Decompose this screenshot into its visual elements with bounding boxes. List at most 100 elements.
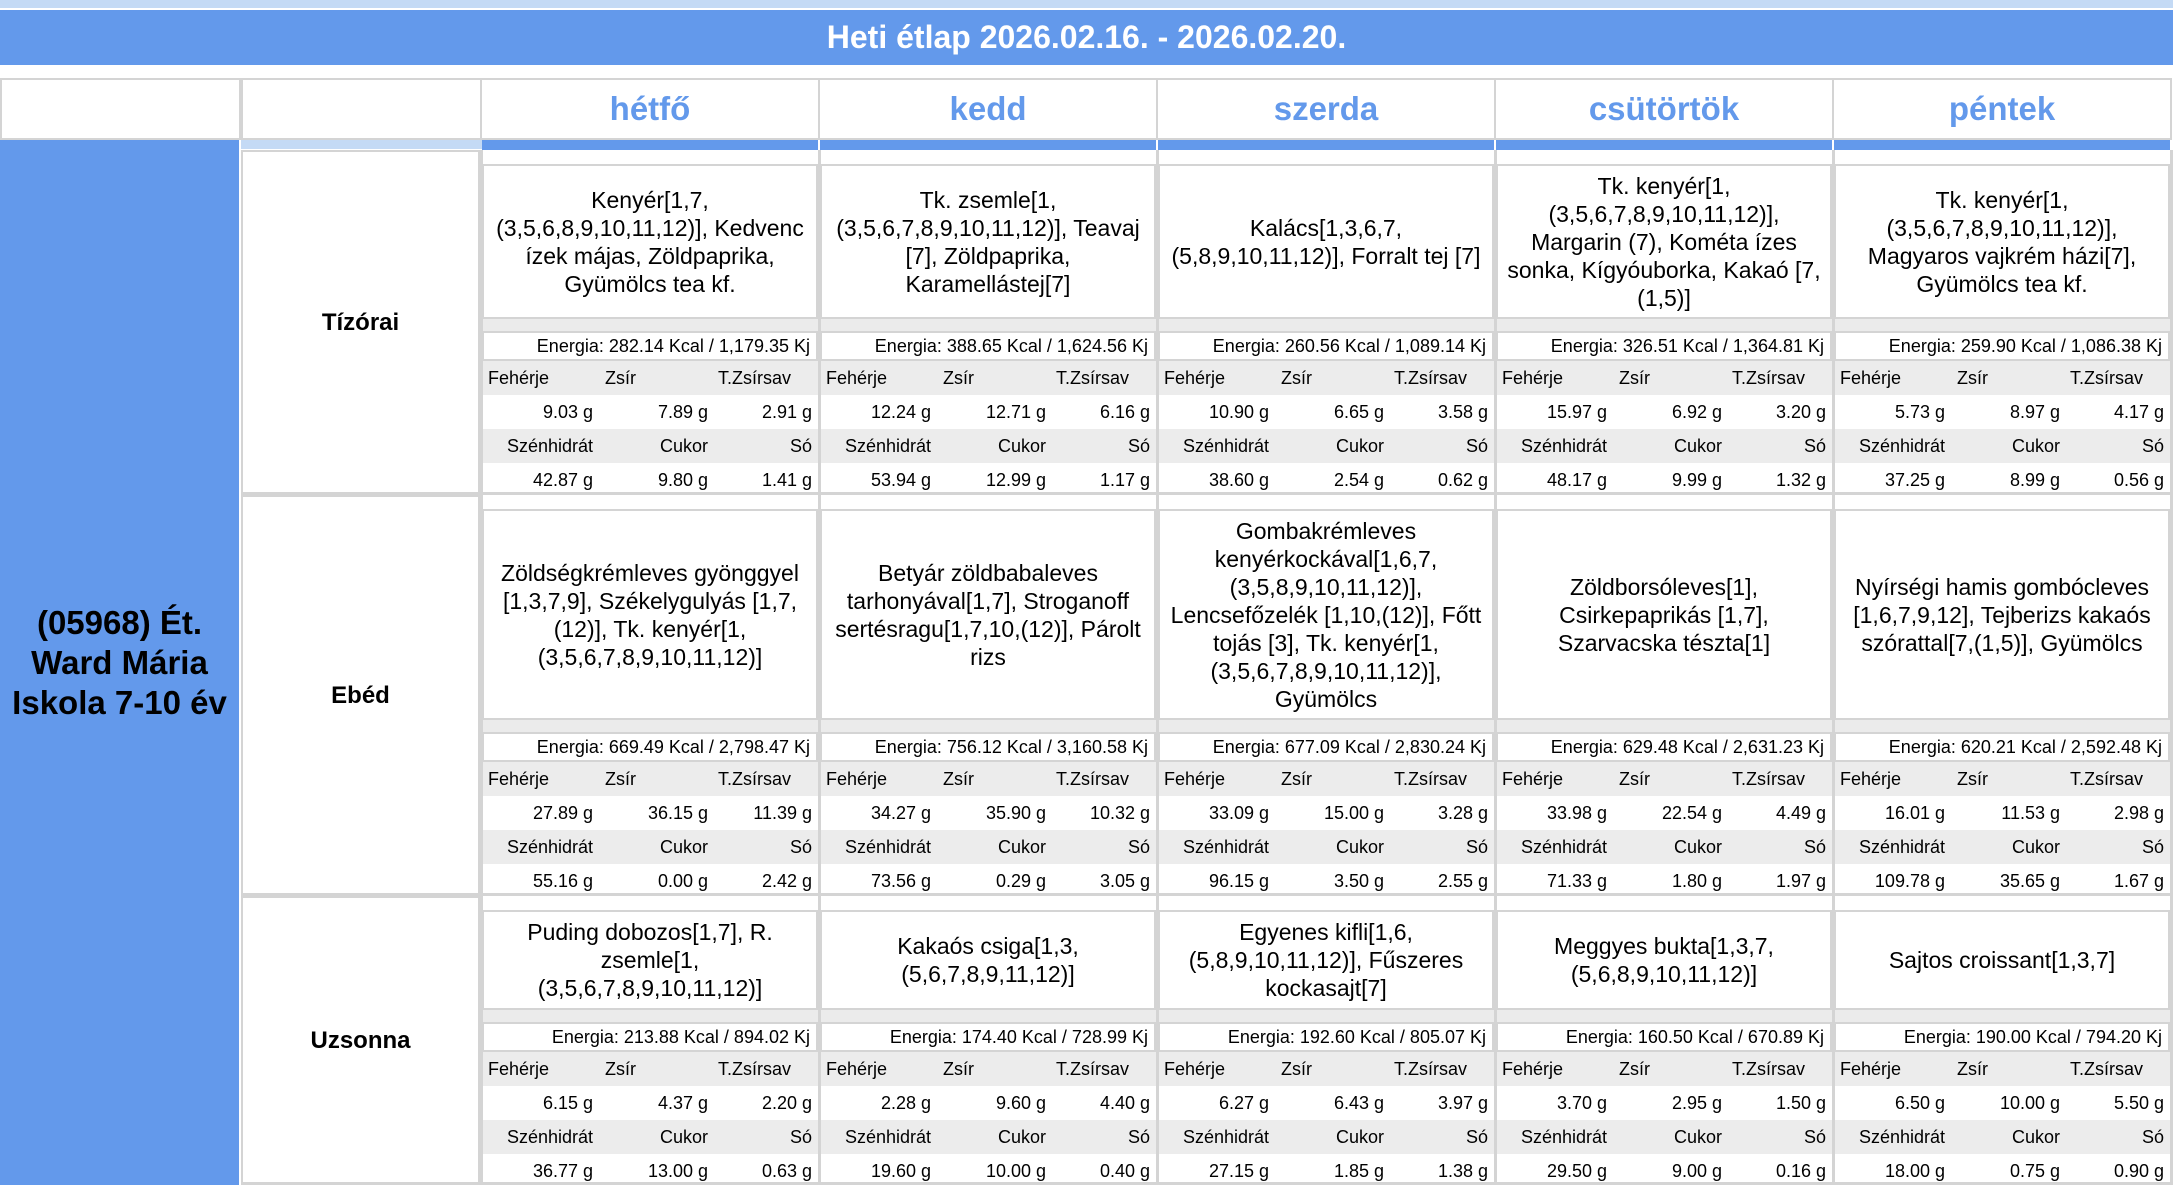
menu-cell: Kenyér[1,7,(3,5,6,8,9,10,11,12)], Kedven… — [482, 164, 818, 497]
value-protein: 12.24 g — [870, 401, 931, 422]
label-carbohydrate: Szénhidrát — [844, 435, 931, 456]
value-salt: 2.55 g — [1437, 870, 1488, 891]
menu-cell: Meggyes bukta[1,3,7,(5,6,8,9,10,11,12)] E… — [1496, 910, 1832, 1188]
menu-cell: Egyenes kifli[1,6,(5,8,9,10,11,12)], Fűs… — [1158, 910, 1494, 1188]
label-salt: Só — [1465, 1126, 1488, 1147]
value-carbohydrate: 38.60 g — [1208, 469, 1269, 490]
label-carbohydrate: Szénhidrát — [844, 1126, 931, 1147]
menu-cell: Kakaós csiga[1,3,(5,6,7,8,9,11,12)] Energ… — [820, 910, 1156, 1188]
food-description: Kenyér[1,7,(3,5,6,8,9,10,11,12)], Kedven… — [482, 164, 818, 319]
value-fat: 15.00 g — [1323, 802, 1384, 823]
energy-value: Energia: 260.56 Kcal / 1,089.14 Kj — [1158, 331, 1494, 361]
value-salt: 0.56 g — [2113, 469, 2164, 490]
value-salt: 0.62 g — [1437, 469, 1488, 490]
header-empty-meal — [241, 78, 482, 140]
label-sugar: Cukor — [2011, 836, 2060, 857]
column-separator — [818, 150, 821, 1185]
label-carbohydrate: Szénhidrát — [506, 435, 593, 456]
label-sat-fat: T.Zsírsav — [718, 768, 792, 789]
nutrient-values-row: 37.25 g 8.99 g 0.56 g — [1834, 463, 2170, 497]
value-protein: 6.50 g — [1894, 1092, 1945, 1113]
label-sat-fat: T.Zsírsav — [2070, 1058, 2144, 1079]
label-protein: Fehérje — [1164, 1058, 1226, 1079]
nutrient-values-row: 53.94 g 12.99 g 1.17 g — [820, 463, 1156, 497]
energy-value: Energia: 756.12 Kcal / 3,160.58 Kj — [820, 732, 1156, 762]
label-salt: Só — [789, 836, 812, 857]
food-description: Tk. kenyér[1,(3,5,6,7,8,9,10,11,12)], Ma… — [1496, 164, 1832, 319]
value-salt: 2.42 g — [761, 870, 812, 891]
value-salt: 0.90 g — [2113, 1160, 2164, 1181]
value-salt: 3.05 g — [1099, 870, 1150, 891]
nutrient-labels-row: Fehérje Zsír T.Zsírsav — [820, 1052, 1156, 1086]
label-fat: Zsír — [943, 1058, 974, 1079]
value-salt: 0.40 g — [1099, 1160, 1150, 1181]
spacer — [1158, 720, 1494, 732]
label-sugar: Cukor — [1673, 836, 1722, 857]
bottom-separator — [241, 1182, 2173, 1185]
nutrient-values-row: 16.01 g 11.53 g 2.98 g — [1834, 796, 2170, 830]
value-carbohydrate: 96.15 g — [1208, 870, 1269, 891]
label-protein: Fehérje — [826, 1058, 888, 1079]
food-description: Puding dobozos[1,7], R. zsemle[1,(3,5,6,… — [482, 910, 818, 1010]
value-protein: 5.73 g — [1894, 401, 1945, 422]
nutrient-labels-row: Fehérje Zsír T.Zsírsav — [1834, 361, 2170, 395]
value-salt: 0.63 g — [761, 1160, 812, 1181]
value-protein: 16.01 g — [1884, 802, 1945, 823]
label-fat: Zsír — [943, 367, 974, 388]
column-separator — [1156, 150, 1159, 1185]
top-accent-line — [0, 0, 2173, 8]
spacer — [1834, 1010, 2170, 1022]
label-fat: Zsír — [1957, 367, 1988, 388]
label-salt: Só — [1127, 435, 1150, 456]
nutrient-labels-row: Szénhidrát Cukor Só — [820, 1120, 1156, 1154]
value-sat-fat: 10.32 g — [1089, 802, 1150, 823]
label-fat: Zsír — [605, 367, 636, 388]
spacer — [820, 720, 1156, 732]
nutrient-labels-row: Szénhidrát Cukor Só — [1834, 429, 2170, 463]
value-sugar: 0.00 g — [657, 870, 708, 891]
nutrient-labels-row: Szénhidrát Cukor Só — [1496, 1120, 1832, 1154]
value-carbohydrate: 29.50 g — [1546, 1160, 1607, 1181]
energy-value: Energia: 669.49 Kcal / 2,798.47 Kj — [482, 732, 818, 762]
value-protein: 27.89 g — [532, 802, 593, 823]
menu-cell: Nyírségi hamis gombócleves [1,6,7,9,12],… — [1834, 509, 2170, 898]
menu-cell: Tk. kenyér[1,(3,5,6,7,8,9,10,11,12)], Ma… — [1496, 164, 1832, 497]
label-salt: Só — [1465, 836, 1488, 857]
spacer — [1496, 1010, 1832, 1022]
day-header: csütörtök — [1494, 78, 1834, 140]
value-fat: 8.97 g — [2009, 401, 2060, 422]
value-sat-fat: 3.97 g — [1437, 1092, 1488, 1113]
label-sat-fat: T.Zsírsav — [1394, 1058, 1468, 1079]
value-carbohydrate: 71.33 g — [1546, 870, 1607, 891]
label-sat-fat: T.Zsírsav — [1056, 768, 1130, 789]
menu-cell: Zöldborsóleves[1], Csirkepaprikás [1,7],… — [1496, 509, 1832, 898]
value-sat-fat: 4.40 g — [1099, 1092, 1150, 1113]
day-header-underline — [1834, 140, 2170, 150]
nutrient-values-row: 73.56 g 0.29 g 3.05 g — [820, 864, 1156, 898]
value-carbohydrate: 18.00 g — [1884, 1160, 1945, 1181]
food-description: Egyenes kifli[1,6,(5,8,9,10,11,12)], Fűs… — [1158, 910, 1494, 1010]
label-sugar: Cukor — [1335, 1126, 1384, 1147]
label-carbohydrate: Szénhidrát — [1520, 1126, 1607, 1147]
value-carbohydrate: 19.60 g — [870, 1160, 931, 1181]
nutrient-labels-row: Szénhidrát Cukor Só — [820, 429, 1156, 463]
school-name: (05968) Ét. Ward Mária Iskola 7-10 év — [0, 140, 239, 1185]
value-salt: 1.97 g — [1775, 870, 1826, 891]
nutrient-values-row: 42.87 g 9.80 g 1.41 g — [482, 463, 818, 497]
nutrient-values-row: 48.17 g 9.99 g 1.32 g — [1496, 463, 1832, 497]
value-fat: 7.89 g — [657, 401, 708, 422]
meal-label: Uzsonna — [241, 896, 480, 1185]
menu-cell: Gombakrémleves kenyérkockával[1,6,7,(3,5… — [1158, 509, 1494, 898]
food-description: Nyírségi hamis gombócleves [1,6,7,9,12],… — [1834, 509, 2170, 720]
label-sugar: Cukor — [1673, 1126, 1722, 1147]
label-sugar: Cukor — [659, 836, 708, 857]
nutrient-labels-row: Fehérje Zsír T.Zsírsav — [1834, 762, 2170, 796]
label-sat-fat: T.Zsírsav — [718, 367, 792, 388]
food-description: Tk. kenyér[1,(3,5,6,7,8,9,10,11,12)], Ma… — [1834, 164, 2170, 319]
nutrient-labels-row: Szénhidrát Cukor Só — [1158, 1120, 1494, 1154]
food-description: Kakaós csiga[1,3,(5,6,7,8,9,11,12)] — [820, 910, 1156, 1010]
energy-value: Energia: 259.90 Kcal / 1,086.38 Kj — [1834, 331, 2170, 361]
value-protein: 10.90 g — [1208, 401, 1269, 422]
nutrient-values-row: 10.90 g 6.65 g 3.58 g — [1158, 395, 1494, 429]
value-sat-fat: 2.98 g — [2113, 802, 2164, 823]
